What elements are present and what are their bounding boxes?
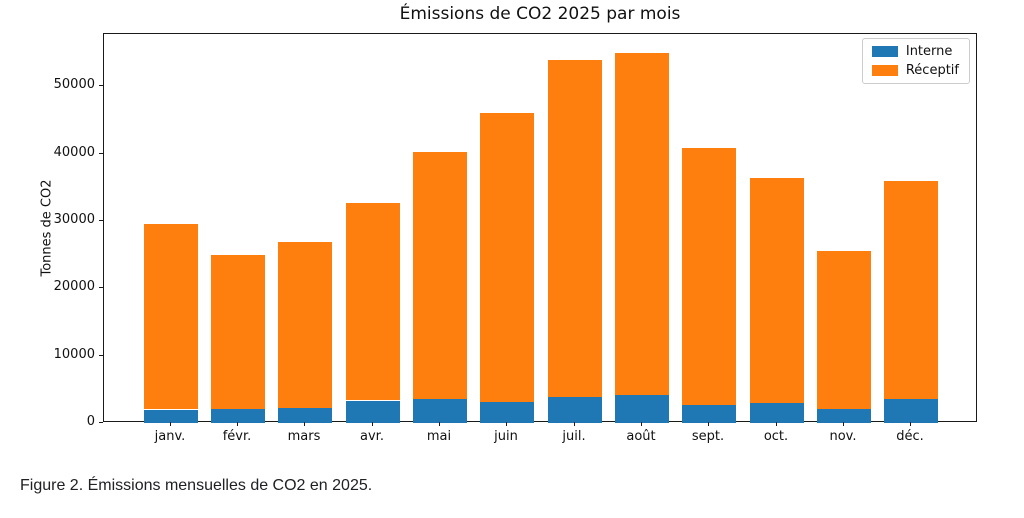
x-tick-label-févr: févr. [222,429,252,444]
bar-segment-réceptif-janv [144,224,198,409]
x-tick-mark-août [641,422,642,426]
legend-item-receptif: Réceptif [871,63,959,78]
y-tick-label-0: 0 [86,414,95,429]
legend-swatch-receptif-icon [871,65,898,76]
y-tick-mark-30000 [99,220,103,221]
bar-segment-réceptif-mars [278,242,332,408]
bar-segment-interne-févr [211,409,265,423]
x-tick-mark-oct [776,422,777,426]
x-tick-label-mars: mars [287,429,321,444]
y-tick-label-50000: 50000 [53,77,95,92]
x-tick-mark-juil [574,422,575,426]
x-tick-mark-janv [170,422,171,426]
y-tick-label-10000: 10000 [53,347,95,362]
x-tick-label-déc: déc. [896,429,924,444]
bar-segment-réceptif-nov [817,251,871,409]
bar-segment-réceptif-août [615,53,669,395]
bar-segment-réceptif-mai [413,152,467,399]
figure-caption: Figure 2. Émissions mensuelles de CO2 en… [20,477,373,494]
bar-segment-réceptif-sept [682,148,736,405]
y-tick-label-20000: 20000 [53,279,95,294]
x-tick-mark-sept [708,422,709,426]
co2-emissions-figure: Émissions de CO2 2025 par mois Tonnes de… [39,4,977,444]
bar-segment-interne-juil [548,397,602,423]
x-tick-label-nov: nov. [829,429,857,444]
bar-segment-réceptif-juin [480,113,534,402]
y-tick-mark-40000 [99,153,103,154]
bar-segment-interne-janv [144,410,198,423]
legend-swatch-interne-icon [871,46,898,57]
bar-segment-réceptif-déc [884,181,938,399]
x-tick-mark-nov [843,422,844,426]
bar-segment-réceptif-oct [750,178,804,403]
legend-label-interne: Interne [905,44,953,59]
x-tick-label-mai: mai [426,429,452,444]
x-tick-mark-mars [304,422,305,426]
bar-segment-interne-avr [346,401,400,423]
x-tick-label-oct: oct. [763,429,789,444]
legend-item-interne: Interne [871,44,959,59]
bar-segment-interne-août [615,394,669,423]
x-tick-label-janv: janv. [154,429,186,444]
y-tick-label-30000: 30000 [53,212,95,227]
bar-segment-interne-juin [480,402,534,423]
x-tick-label-avr: avr. [360,429,384,444]
x-tick-label-sept: sept. [691,429,725,444]
bar-segment-réceptif-avr [346,203,400,400]
x-tick-label-août: août [626,429,656,444]
x-tick-mark-juin [506,422,507,426]
plot-area: Interne Réceptif [103,33,977,423]
y-tick-mark-50000 [99,85,103,86]
y-tick-label-40000: 40000 [53,145,95,160]
x-tick-mark-déc [910,422,911,426]
y-tick-mark-0 [99,422,103,423]
chart-title: Émissions de CO2 2025 par mois [399,4,681,24]
bar-segment-interne-mai [413,399,467,423]
bar-segment-interne-mars [278,408,332,423]
x-tick-mark-avr [372,422,373,426]
x-tick-mark-févr [237,422,238,426]
y-tick-mark-20000 [99,287,103,288]
legend: Interne Réceptif [861,38,970,84]
bar-segment-interne-oct [750,403,804,423]
x-tick-label-juil: juil. [562,429,586,444]
x-tick-mark-mai [439,422,440,426]
y-axis-label: Tonnes de CO2 [39,179,55,277]
legend-label-receptif: Réceptif [905,63,959,78]
bar-segment-réceptif-juil [548,60,602,397]
bar-segment-interne-sept [682,405,736,423]
y-tick-mark-10000 [99,355,103,356]
bar-segment-interne-déc [884,399,938,423]
bar-segment-interne-nov [817,408,871,423]
x-tick-label-juin: juin [494,429,518,444]
bar-segment-réceptif-févr [211,255,265,409]
